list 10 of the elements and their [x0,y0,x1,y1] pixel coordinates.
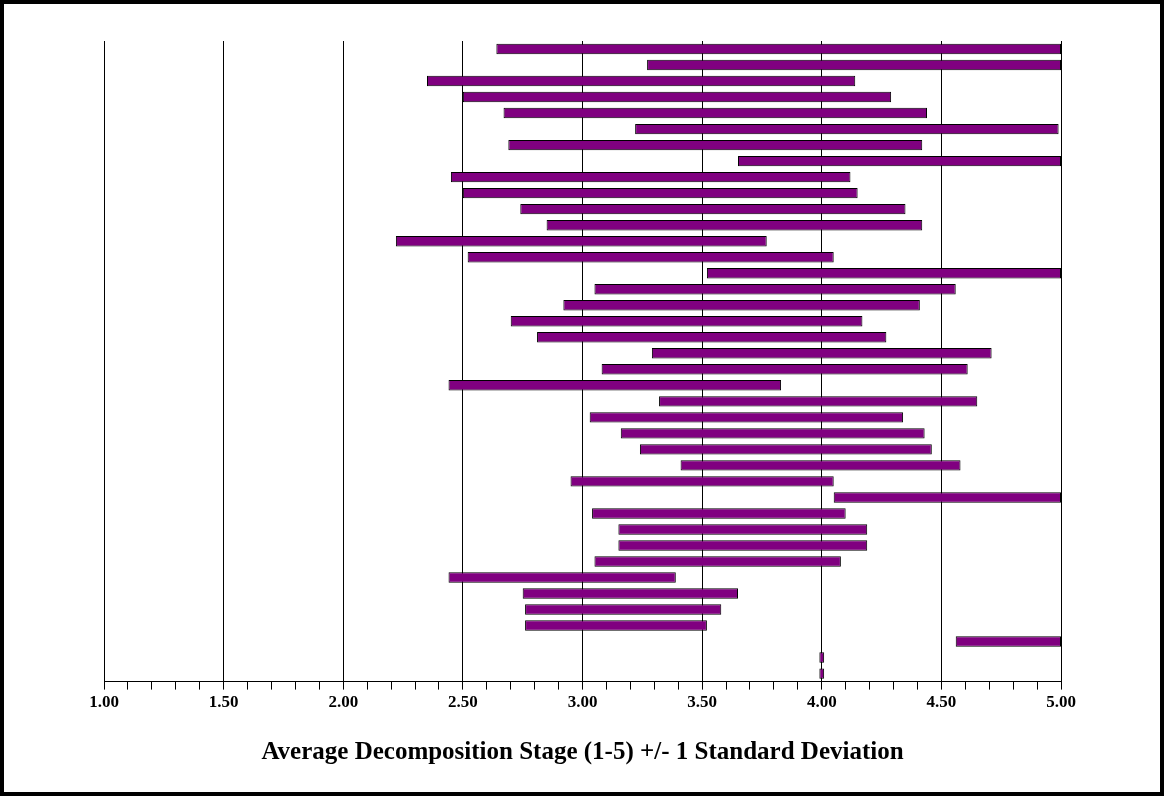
x-tick-label: 4.50 [926,692,957,712]
x-tick-label: 2.00 [328,692,359,712]
x-tick-label: 3.50 [687,692,717,712]
x-tick-label: 3.00 [567,692,598,712]
text: 1.00 [89,692,119,712]
x-tick-label: 5.00 [1046,692,1076,712]
x-axis-title: Average Decomposition Stage (1-5) +/- 1 Standard Deviation [261,737,904,766]
x-tick-label: 2.50 [448,692,478,712]
x-tick-label: 4.00 [806,692,837,712]
x-tick-label: 1.50 [208,692,239,712]
